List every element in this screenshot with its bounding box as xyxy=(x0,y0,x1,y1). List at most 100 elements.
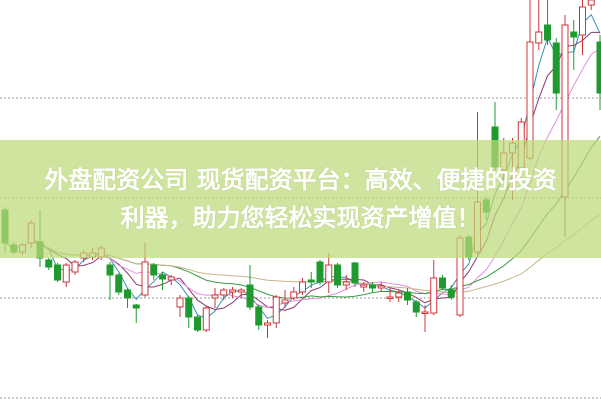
candle xyxy=(386,288,394,302)
title-banner: 外盘配资公司 现货配资平台：高效、便捷的投资 利器，助力您轻松实现资产增值！ xyxy=(0,140,601,258)
candle-body xyxy=(115,274,123,293)
candle-body xyxy=(255,306,263,326)
candle-body xyxy=(360,284,368,288)
candle-body xyxy=(141,261,149,296)
candle-body xyxy=(54,264,61,281)
candle-body xyxy=(439,277,446,289)
candle xyxy=(229,287,236,298)
candle xyxy=(596,35,601,110)
candle xyxy=(395,290,403,302)
candle xyxy=(377,282,385,292)
candle xyxy=(325,253,333,293)
candle xyxy=(526,0,534,160)
candle xyxy=(71,260,79,275)
candle xyxy=(360,282,368,292)
candle-body xyxy=(185,297,193,318)
candle xyxy=(124,288,131,308)
candle-body xyxy=(106,264,114,276)
candle xyxy=(237,288,245,298)
candle xyxy=(447,285,455,300)
candle-body xyxy=(272,296,280,324)
candle-body xyxy=(421,311,429,314)
candle xyxy=(115,273,123,295)
candle-body xyxy=(316,261,324,283)
candle-body xyxy=(194,316,201,331)
candle xyxy=(535,0,543,50)
candle-body xyxy=(132,304,140,309)
candle-body xyxy=(229,289,236,293)
candle xyxy=(544,0,551,45)
candle xyxy=(439,275,446,290)
candle-body xyxy=(386,296,394,299)
candle-body xyxy=(377,285,385,289)
banner-line-2: 利器，助力您轻松实现资产增值！ xyxy=(120,204,481,232)
candle xyxy=(185,296,193,328)
candle-body xyxy=(264,322,271,326)
candle xyxy=(281,290,289,308)
candle-body xyxy=(124,289,131,299)
candle xyxy=(421,305,429,332)
candle-body xyxy=(45,259,53,268)
candle-body xyxy=(570,31,578,38)
candle xyxy=(316,260,324,285)
candle xyxy=(211,288,219,308)
candle-body xyxy=(430,277,438,314)
candle xyxy=(342,275,350,290)
candle-body xyxy=(159,274,166,280)
candle xyxy=(62,263,70,287)
candle xyxy=(430,260,438,315)
candle-body xyxy=(587,0,595,6)
candle-body xyxy=(202,307,210,331)
candle xyxy=(106,262,114,300)
candle-body xyxy=(299,281,306,293)
candle xyxy=(255,305,263,330)
candle-body xyxy=(579,6,586,36)
candle-body xyxy=(176,297,184,308)
candle xyxy=(54,263,61,282)
candle-body xyxy=(237,289,245,293)
candle-body xyxy=(351,262,359,284)
candle xyxy=(264,320,271,338)
candle-body xyxy=(281,299,289,304)
candle-body xyxy=(544,24,551,41)
candle-body xyxy=(334,264,341,286)
candle-body xyxy=(71,261,79,273)
candle-body xyxy=(404,291,411,301)
candle-body xyxy=(220,289,228,296)
candle-body xyxy=(62,264,70,283)
candle-body xyxy=(325,264,333,283)
candle-body xyxy=(447,289,455,298)
candle xyxy=(404,288,411,305)
candle xyxy=(299,278,306,295)
candle xyxy=(579,0,586,55)
candle-body xyxy=(211,294,219,299)
candle xyxy=(290,287,298,300)
candle xyxy=(369,282,376,292)
candle-body xyxy=(412,301,420,313)
candle xyxy=(246,265,254,310)
candle xyxy=(552,38,560,110)
candle xyxy=(194,315,201,332)
candle xyxy=(176,295,184,317)
candle xyxy=(132,304,140,323)
banner-line-1: 外盘配资公司 现货配资平台：高效、便捷的投资 xyxy=(44,166,557,194)
candle xyxy=(167,275,175,285)
candle xyxy=(220,288,228,300)
candle xyxy=(587,0,595,10)
candle-body xyxy=(246,284,254,308)
candle xyxy=(334,263,341,288)
candle xyxy=(150,263,158,280)
candle xyxy=(570,20,578,70)
candle-body xyxy=(307,279,315,283)
candle-body xyxy=(596,41,601,94)
candle-body xyxy=(342,281,350,286)
candle-body xyxy=(535,31,543,44)
candle-body xyxy=(150,264,158,276)
candle xyxy=(202,306,210,332)
candle xyxy=(307,272,315,288)
candle xyxy=(159,272,166,290)
candle xyxy=(412,300,420,317)
candle-body xyxy=(369,284,376,289)
candle xyxy=(272,295,280,328)
